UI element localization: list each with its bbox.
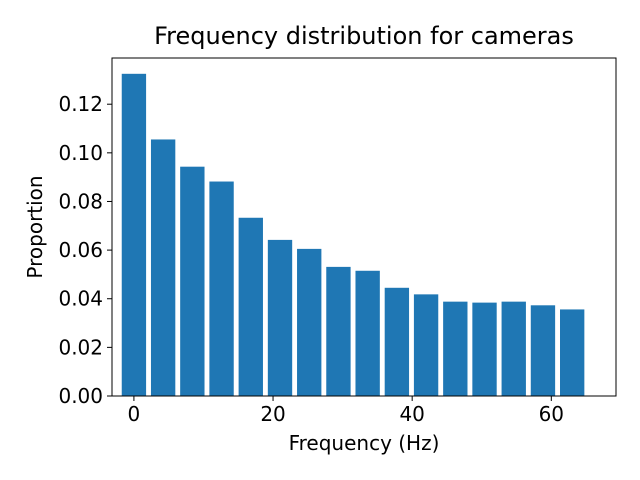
y-tick-label: 0.10 xyxy=(58,141,103,165)
bar-2 xyxy=(180,166,205,396)
bar-11 xyxy=(443,301,468,396)
x-tick-label: 0 xyxy=(128,402,141,426)
bar-1 xyxy=(150,139,176,396)
bar-6 xyxy=(297,248,322,396)
x-tick-label: 60 xyxy=(539,402,564,426)
x-tick-label: 40 xyxy=(399,402,424,426)
y-tick-label: 0.00 xyxy=(58,384,103,408)
bar-10 xyxy=(413,294,439,396)
y-tick-label: 0.06 xyxy=(58,238,103,262)
plot-frame xyxy=(111,57,617,397)
x-axis-ticks: 0 20 40 60 xyxy=(128,396,564,426)
bars-group xyxy=(121,73,585,396)
bar-0 xyxy=(121,73,147,396)
y-axis-ticks: 0.00 0.02 0.04 0.06 0.08 0.10 0.12 xyxy=(58,92,112,408)
chart-title: Frequency distribution for cameras xyxy=(154,22,574,50)
bar-15 xyxy=(560,309,585,396)
bar-13 xyxy=(501,301,526,396)
x-tick-label: 20 xyxy=(260,402,285,426)
bar-7 xyxy=(326,266,351,396)
y-tick-label: 0.02 xyxy=(58,335,103,359)
x-axis-label: Frequency (Hz) xyxy=(289,431,440,455)
y-axis-label: Proportion xyxy=(23,175,47,278)
bar-3 xyxy=(209,181,234,396)
bar-9 xyxy=(384,287,410,396)
bar-14 xyxy=(530,305,556,396)
y-tick-label: 0.04 xyxy=(58,287,103,311)
y-tick-label: 0.08 xyxy=(58,189,103,213)
y-tick-label: 0.12 xyxy=(58,92,103,116)
bar-8 xyxy=(355,270,380,396)
bar-5 xyxy=(267,239,293,396)
bar-4 xyxy=(238,217,263,396)
bar-12 xyxy=(472,302,497,396)
